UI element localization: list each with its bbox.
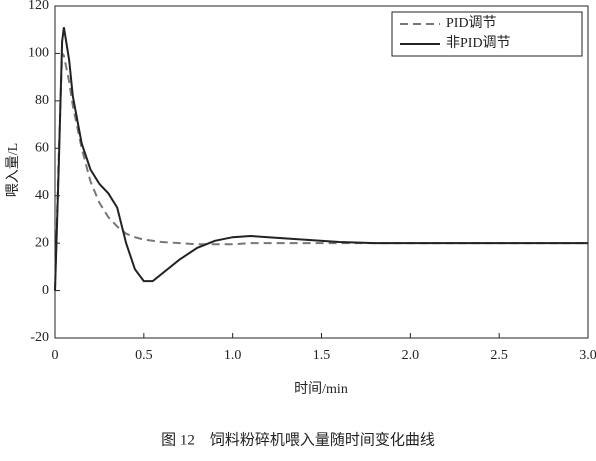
y-tick-label: 20 [35,235,49,250]
y-tick-label: 120 [28,0,49,13]
y-tick-label: 0 [42,283,49,298]
legend-label: 非PID调节 [446,35,511,51]
x-axis-label: 时间/min [294,381,348,397]
y-tick-label: -20 [30,330,49,345]
x-tick-label: 2.0 [402,348,420,363]
y-tick-label: 40 [35,188,49,203]
legend-box [391,11,583,57]
y-axis-label: 喂入量/L [5,143,21,197]
y-tick-label: 60 [35,141,49,156]
legend-label: PID调节 [446,15,497,31]
series-line [54,50,588,291]
y-tick-label: 100 [28,46,49,61]
x-tick-label: 0.5 [135,348,153,363]
series-line [54,27,588,291]
x-tick-label: 3.0 [579,348,596,363]
x-tick-label: 1.5 [313,348,331,363]
y-tick-label: 80 [35,93,49,108]
x-tick-label: 2.5 [490,348,508,363]
caption: 图 12 饲料粉碎机喂入量随时间变化曲线 [161,431,435,448]
x-tick-label: 1.0 [224,348,242,363]
x-tick-label: 0 [52,348,59,363]
